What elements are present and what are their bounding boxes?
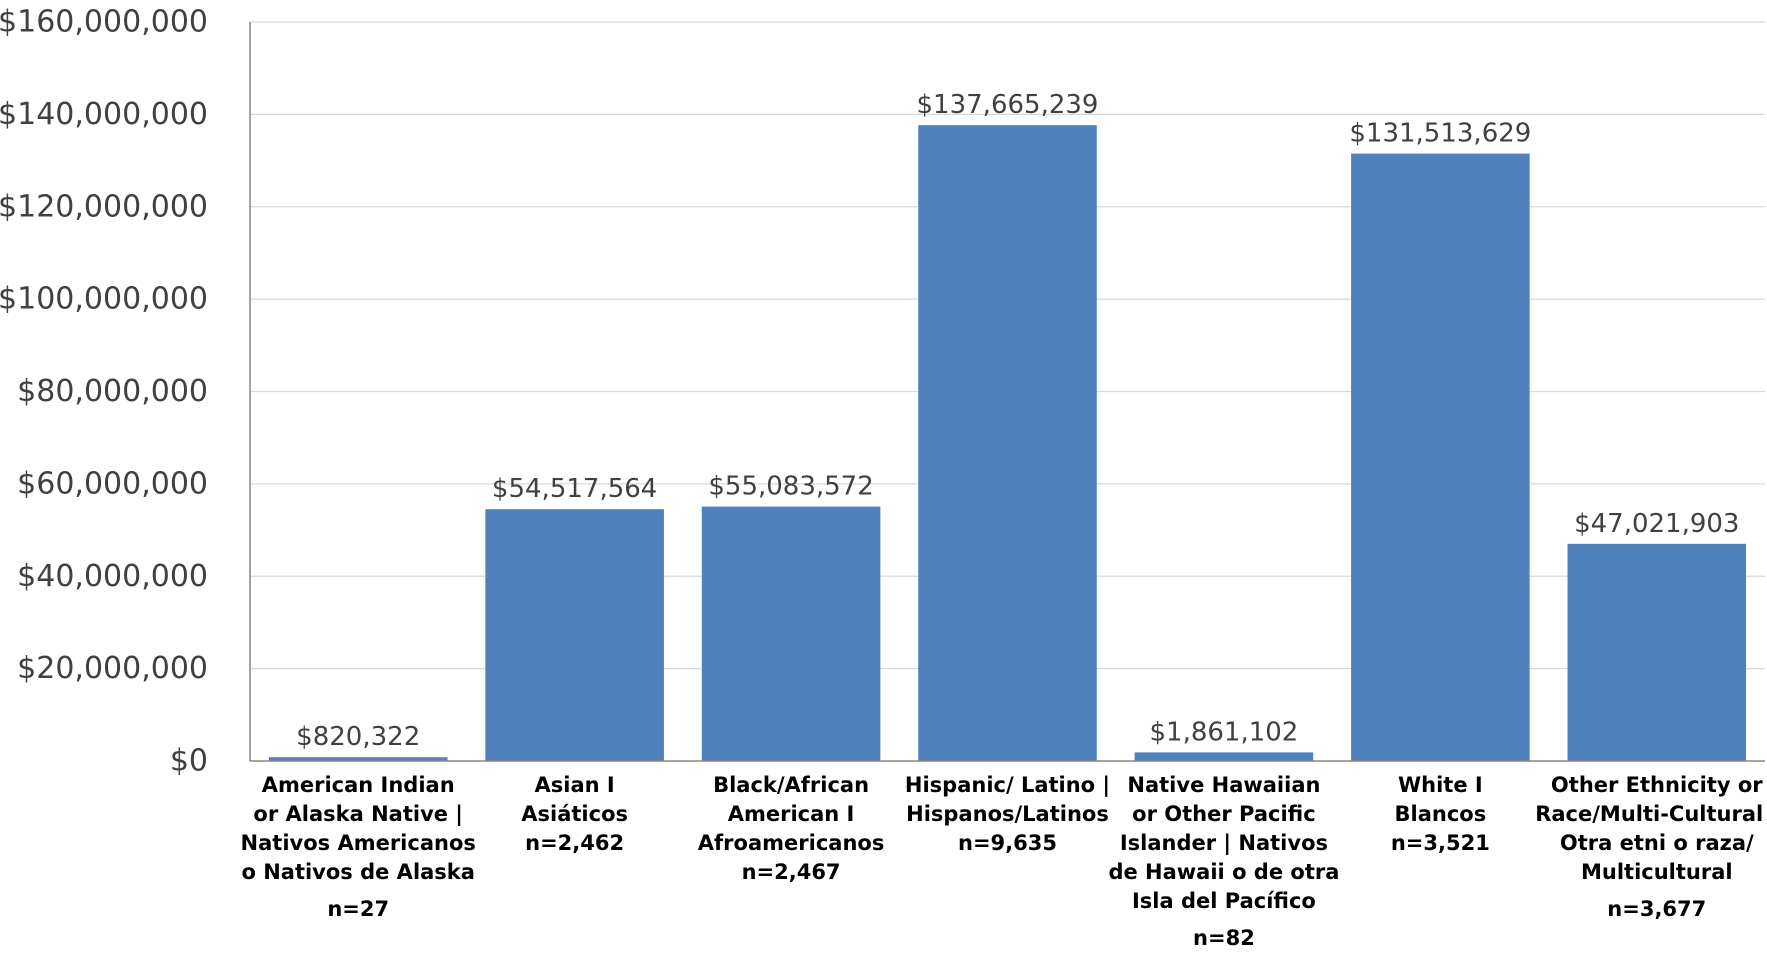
y-tick-label: $80,000,000 (17, 374, 208, 409)
category-label-line: Asian I (535, 773, 615, 797)
bar (1567, 543, 1747, 761)
category-label-line: or Alaska Native | (253, 802, 463, 827)
category-label: Hispanic/ Latino | Hispanos/Latinos n=9,63… (905, 773, 1110, 855)
sample-size-label: n=9,635 (958, 831, 1057, 855)
sample-size-label: n=82 (1193, 926, 1255, 950)
y-tick-label: $140,000,000 (0, 97, 208, 132)
category-label-line: Race/Multi-Cultural I (1535, 802, 1767, 826)
data-label: $47,021,903 (1574, 509, 1739, 539)
category-label: Black/African American I Afroamericanos n=2… (698, 773, 885, 884)
data-label: $1,861,102 (1149, 717, 1298, 747)
bar (1134, 752, 1314, 761)
y-axis-tick-labels: $0 $20,000,000 $40,000,000 $60,000,000 $80,0… (0, 5, 208, 779)
category-label-line: Native Hawaiian (1127, 773, 1320, 797)
category-label-line: Otra etni o raza/ (1560, 831, 1754, 855)
sample-size-label: n=2,462 (525, 831, 624, 855)
category-label-line: o Nativos de Alaska (241, 860, 475, 884)
sample-size-label: n=3,677 (1607, 897, 1706, 921)
bar (918, 125, 1097, 761)
y-tick-label: $0 (170, 744, 208, 779)
y-tick-label: $120,000,000 (0, 189, 208, 224)
category-label-line: Nativos Americanos (241, 831, 476, 855)
category-label-line: de Hawaii o de otra (1108, 860, 1339, 884)
category-label-line: Other Ethnicity or (1551, 773, 1763, 797)
category-label: White I Blancos n=3,521 (1391, 773, 1490, 855)
category-label-line: White I (1398, 773, 1483, 797)
category-label: Other Ethnicity or Race/Multi-Cultural I O… (1535, 773, 1767, 921)
category-label: American Indian or Alaska Native | Nativos… (241, 773, 476, 921)
sample-size-label: n=3,521 (1391, 831, 1490, 855)
y-tick-label: $40,000,000 (17, 559, 208, 594)
sample-size-label: n=27 (327, 897, 389, 921)
x-axis-category-labels: American Indian or Alaska Native | Nativos… (241, 773, 1767, 950)
category-label-line: Blancos (1395, 802, 1487, 826)
category-label-line: Hispanos/Latinos (906, 802, 1109, 826)
data-label: $54,517,564 (492, 474, 657, 504)
y-tick-label: $100,000,000 (0, 282, 208, 317)
category-label-line: or Other Pacific (1132, 802, 1316, 826)
bar (268, 757, 448, 761)
data-label: $820,322 (296, 722, 420, 752)
category-label-line: Multicultural (1581, 860, 1733, 884)
data-label: $137,665,239 (917, 90, 1099, 120)
y-tick-label: $60,000,000 (17, 466, 208, 501)
sample-size-label: n=2,467 (742, 860, 841, 884)
bar (485, 509, 664, 761)
category-label-line: Black/African (713, 773, 869, 797)
category-label-line: Hispanic/ Latino | (905, 773, 1110, 798)
category-label-line: Islander | Nativos (1120, 831, 1328, 856)
category-label-line: Isla del Pacífico (1132, 889, 1316, 913)
category-label: Native Hawaiian or Other Pacific Islander … (1108, 773, 1339, 950)
category-label-line: American Indian (262, 773, 455, 797)
y-tick-label: $160,000,000 (0, 5, 208, 40)
bar (701, 506, 881, 761)
bar (1351, 153, 1530, 762)
data-labels: $820,322 $54,517,564 $55,083,572 $137,665,2… (296, 90, 1739, 752)
category-label: Asian I Asiáticos n=2,462 (521, 773, 628, 855)
category-label-line: Asiáticos (521, 802, 628, 826)
category-label-line: Afroamericanos (698, 831, 885, 855)
y-tick-label: $20,000,000 (17, 651, 208, 686)
data-label: $55,083,572 (708, 472, 873, 502)
bars (268, 125, 1747, 762)
axes (249, 22, 1765, 762)
category-label-line: American I (728, 802, 855, 826)
data-label: $131,513,629 (1349, 119, 1531, 149)
